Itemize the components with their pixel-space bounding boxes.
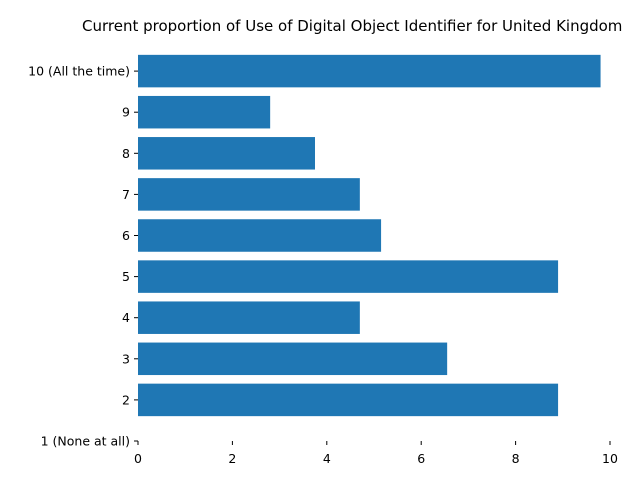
y-tick-label: 5 <box>122 269 130 284</box>
bar-8 <box>138 137 315 170</box>
x-tick-label: 4 <box>323 451 331 466</box>
chart-title: Current proportion of Use of Digital Obj… <box>82 17 622 35</box>
x-axis: 0 2 4 6 8 10 <box>134 441 618 466</box>
bar-4 <box>138 301 360 334</box>
bar-3 <box>138 342 448 376</box>
bar-5 <box>138 260 559 293</box>
bar-2 <box>138 383 559 417</box>
y-tick-label: 6 <box>122 228 130 243</box>
y-tick-label: 9 <box>122 105 130 120</box>
bar-7 <box>138 178 360 211</box>
y-tick-label: 4 <box>122 310 130 325</box>
x-tick-label: 8 <box>512 451 520 466</box>
y-tick-label: 7 <box>122 187 130 202</box>
y-tick-label: 3 <box>122 351 130 366</box>
x-tick-label: 10 <box>602 451 618 466</box>
y-tick-label: 8 <box>122 146 130 161</box>
y-tick-label: 10 (All the time) <box>28 64 130 79</box>
bar-9 <box>138 95 271 129</box>
bar-6 <box>138 219 382 252</box>
y-tick-label: 1 (None at all) <box>41 434 130 449</box>
x-tick-label: 2 <box>228 451 236 466</box>
y-axis: 1 (None at all) 2 3 4 5 6 7 8 9 10 (All the time) <box>28 64 138 449</box>
x-tick-label: 0 <box>134 451 142 466</box>
bars-group <box>138 54 601 417</box>
x-tick-label: 6 <box>417 451 425 466</box>
y-tick-label: 2 <box>122 392 130 407</box>
bar-10 <box>138 54 601 88</box>
